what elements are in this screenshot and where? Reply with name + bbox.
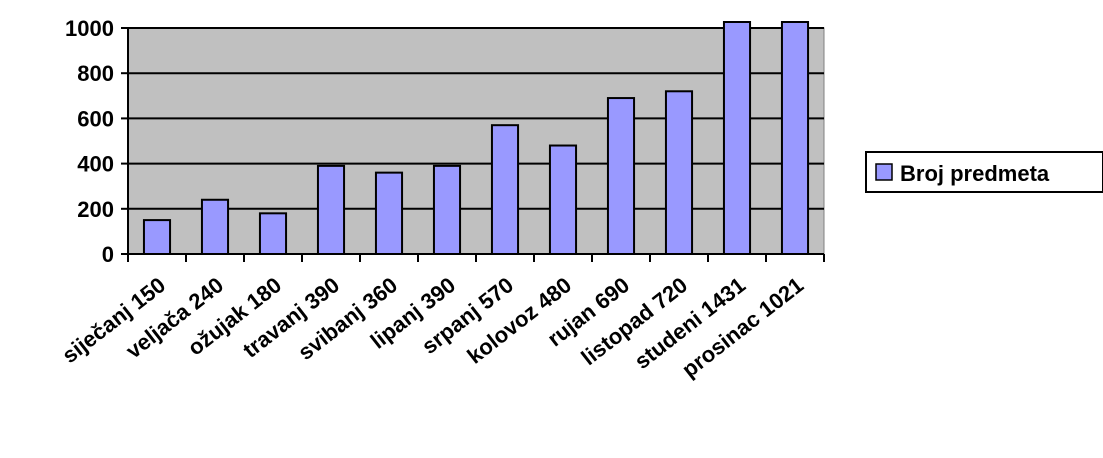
bar: [374, 171, 404, 255]
y-tick-label: 0: [102, 242, 114, 267]
bar: [548, 144, 578, 256]
bar: [142, 219, 172, 256]
y-tick-labels: 0 200 400 600 800 1000: [65, 16, 114, 267]
bar: [780, 21, 810, 255]
bar: [606, 97, 636, 255]
bar: [432, 164, 462, 255]
bar: [200, 198, 230, 255]
bar: [258, 212, 288, 256]
legend-box: [865, 151, 1103, 193]
axes: [121, 27, 825, 262]
bar: [316, 164, 346, 255]
y-tick-label: 1000: [65, 16, 114, 41]
y-tick-label: 600: [77, 106, 114, 131]
legend-label: Broj predmeta: [900, 161, 1050, 186]
y-tick-label: 800: [77, 61, 114, 86]
y-tick-label: 400: [77, 152, 114, 177]
bar: [490, 124, 520, 256]
legend-swatch: [875, 163, 893, 181]
bar: [722, 21, 752, 255]
bar: [664, 90, 694, 255]
plot-area: [127, 27, 825, 255]
legend: Broj predmeta: [865, 151, 1103, 193]
y-tick-label: 200: [77, 197, 114, 222]
gridlines: [128, 27, 824, 210]
bars: [142, 21, 810, 256]
